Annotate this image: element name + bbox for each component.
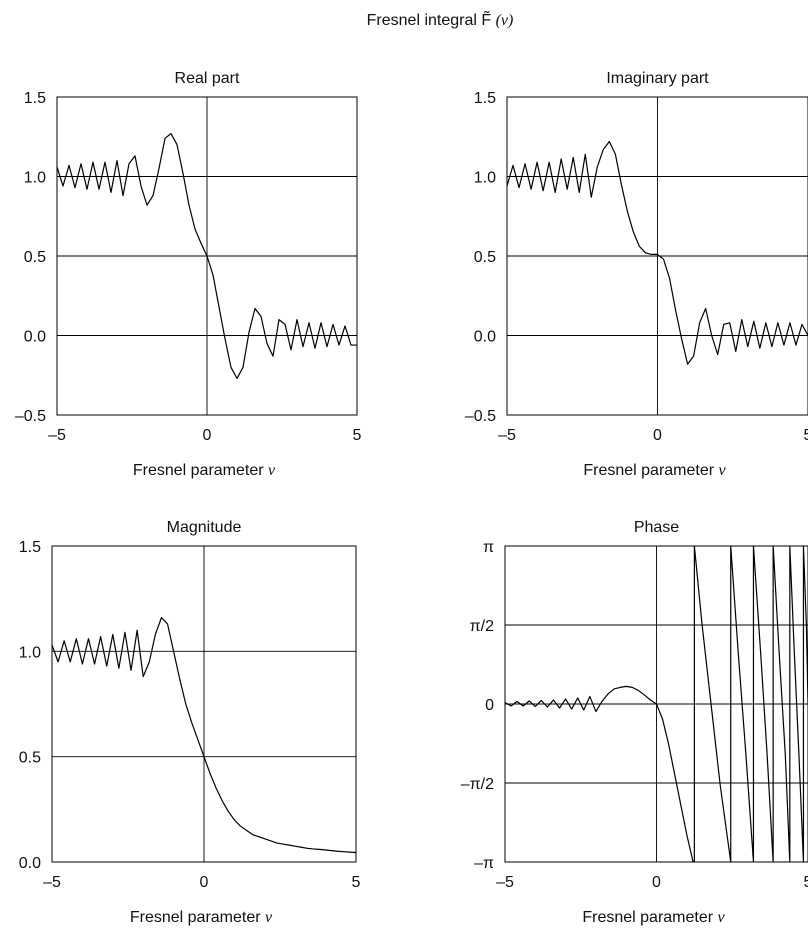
imaginary-part-y-tick-label: 1.5 [474,90,496,107]
imaginary-part-x-tick-label: 5 [804,427,808,444]
real-part-title: Real part [175,70,240,87]
imaginary-part-series-line [507,140,808,365]
magnitude-title: Magnitude [167,519,242,536]
magnitude-x-axis-label: Fresnel parameter ν [130,909,273,926]
imaginary-part-plot-frame [506,96,808,416]
chart-panels: Real part –0.5 0.0 0.5 1.0 1.5 –5 0 5 Fresnel par… [15,70,808,926]
phase-x-tick-label: 0 [652,874,661,891]
real-part-y-tick-label: –0.5 [15,408,46,425]
imaginary-part-panel: Imaginary part –0.5 0.0 0.5 1.0 1.5 –5 0 5 Fresne… [465,70,808,479]
phase-x-tick-label: –5 [496,874,514,891]
real-part-y-tick-label: 1.0 [24,170,46,187]
magnitude-y-tick-label: 1.5 [19,539,41,556]
magnitude-plot-frame [51,545,357,863]
real-part-x-tick-label: 5 [353,427,362,444]
real-part-y-tick-label: 0.5 [24,249,46,266]
imaginary-part-title: Imaginary part [606,70,709,87]
phase-series-line [505,546,808,862]
magnitude-panel: Magnitude 0.0 0.5 1.0 1.5 –5 0 5 Fresnel paramet… [19,519,361,926]
phase-panel: Phase –π –π/2 0 π/2 π –5 0 5 Fresnel parameter ν [461,519,808,926]
phase-y-tick-label: π/2 [470,618,494,635]
real-part-y-tick-label: 0.0 [24,329,46,346]
phase-y-tick-label: –π [474,855,494,872]
imaginary-part-x-axis-label: Fresnel parameter ν [583,462,726,479]
magnitude-series-line [52,617,356,854]
phase-y-tick-label: –π/2 [461,776,494,793]
magnitude-y-tick-label: 0.0 [19,855,41,872]
phase-x-axis-label: Fresnel parameter ν [582,909,725,926]
imaginary-part-y-tick-label: 0.0 [474,329,496,346]
imaginary-part-y-tick-label: –0.5 [465,408,496,425]
real-part-series-line [57,132,357,380]
magnitude-y-tick-label: 1.0 [19,644,41,661]
imaginary-part-y-tick-label: 0.5 [474,249,496,266]
phase-title: Phase [634,519,679,536]
phase-plot-frame [504,545,808,863]
imaginary-part-x-tick-label: –5 [498,427,516,444]
real-part-y-tick-label: 1.5 [24,90,46,107]
figure-title: Fresnel integral F̃ (ν) [367,9,514,29]
phase-y-tick-label: 0 [485,697,494,714]
real-part-x-axis-label: Fresnel parameter ν [133,462,276,479]
imaginary-part-x-tick-label: 0 [653,427,662,444]
real-part-panel: Real part –0.5 0.0 0.5 1.0 1.5 –5 0 5 Fresnel par… [15,70,362,479]
magnitude-y-tick-label: 0.5 [19,750,41,767]
magnitude-x-tick-label: 0 [200,874,209,891]
real-part-x-tick-label: 0 [203,427,212,444]
phase-y-tick-label: π [483,539,494,556]
imaginary-part-y-tick-label: 1.0 [474,170,496,187]
real-part-plot-frame [56,96,358,416]
real-part-x-tick-label: –5 [48,427,66,444]
magnitude-x-tick-label: 5 [352,874,361,891]
magnitude-x-tick-label: –5 [43,874,61,891]
phase-x-tick-label: 5 [804,874,808,891]
